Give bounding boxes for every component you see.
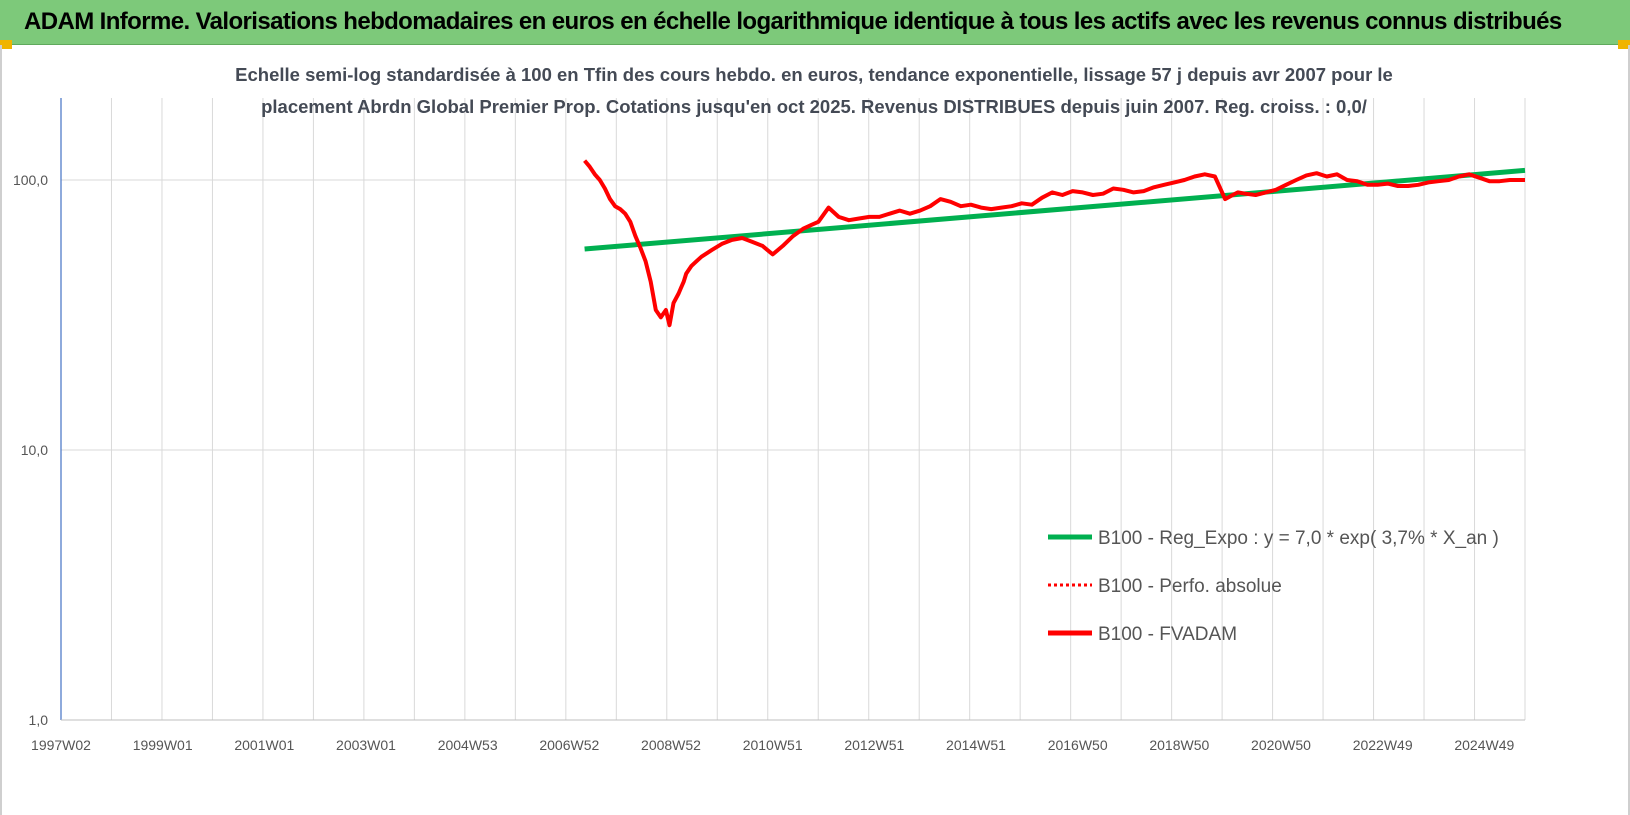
y-tick-label: 10,0 (21, 442, 48, 458)
legend-item-perfo: B100 - Perfo. absolue (1048, 576, 1282, 597)
legend-item-fvadam: B100 - FVADAM (1048, 624, 1237, 645)
x-tick-label: 1999W01 (133, 737, 193, 753)
x-tick-label: 2016W50 (1048, 737, 1108, 753)
x-tick-label: 2012W51 (844, 737, 904, 753)
chart-canvas: 1,0 10,0 100,0 1997W02 1999W01 2001W01 2003W01… (13, 64, 1526, 753)
y-tick-label: 100,0 (13, 172, 48, 188)
chart-title-line-1: Echelle semi-log standardisée à 100 en T… (235, 64, 1393, 85)
fvadam-line (583, 159, 1525, 328)
x-tick-label: 2024W49 (1454, 737, 1514, 753)
x-tick-label: 2014W51 (946, 737, 1006, 753)
banner-title: ADAM Informe. Valorisations hebdomadaire… (24, 8, 1562, 35)
chart-title-line-2: placement Abrdn Global Premier Prop. Cot… (261, 96, 1367, 117)
corner-marker (1618, 40, 1630, 49)
x-tick-label: 2001W01 (234, 737, 294, 753)
y-tick-label: 1,0 (29, 712, 49, 728)
x-tick-label: 2020W50 (1251, 737, 1311, 753)
x-tick-label: 2008W52 (641, 737, 701, 753)
legend: B100 - Reg_Expo : y = 7,0 * exp( 3,7% * … (1048, 528, 1499, 645)
legend-label: B100 - FVADAM (1098, 624, 1237, 645)
x-tick-label: 2004W53 (438, 737, 498, 753)
grid-layer (61, 98, 1526, 720)
x-tick-label: 2022W49 (1353, 737, 1413, 753)
x-tick-label: 2003W01 (336, 737, 396, 753)
x-tick-label: 2018W50 (1149, 737, 1209, 753)
series-layer (583, 159, 1526, 328)
legend-item-trend: B100 - Reg_Expo : y = 7,0 * exp( 3,7% * … (1048, 528, 1499, 549)
chart-frame: 1,0 10,0 100,0 1997W02 1999W01 2001W01 2003W01… (0, 45, 1630, 815)
corner-marker (0, 40, 12, 49)
x-tick-label: 1997W02 (31, 737, 91, 753)
x-tick-label: 2006W52 (539, 737, 599, 753)
legend-label: B100 - Perfo. absolue (1098, 576, 1282, 597)
legend-label: B100 - Reg_Expo : y = 7,0 * exp( 3,7% * … (1098, 528, 1499, 549)
header-banner: ADAM Informe. Valorisations hebdomadaire… (0, 0, 1630, 45)
x-tick-label: 2010W51 (743, 737, 803, 753)
axis-layer: 1,0 10,0 100,0 1997W02 1999W01 2001W01 2003W01… (13, 98, 1525, 753)
